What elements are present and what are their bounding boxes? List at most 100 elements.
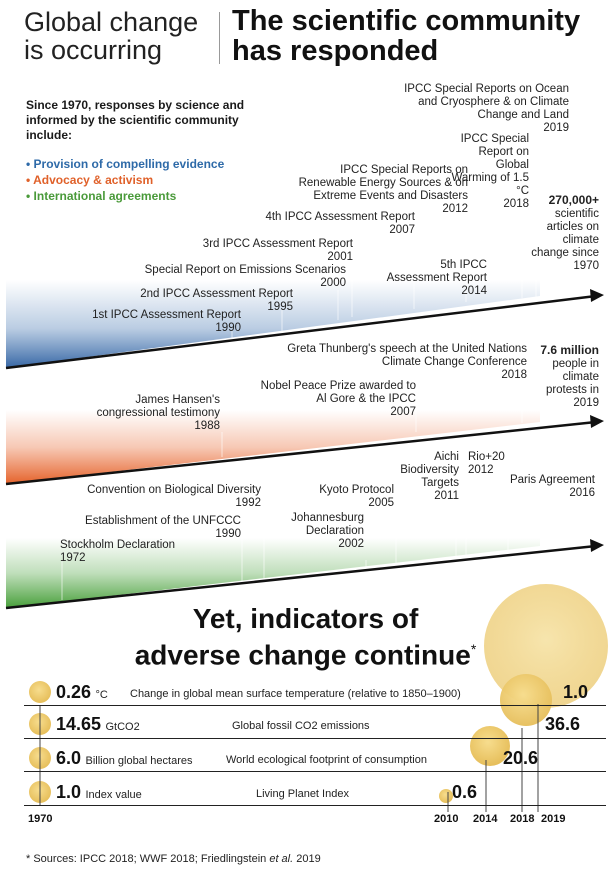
event-name: Kyoto Protocol bbox=[319, 484, 394, 496]
event-paris: Paris Agreement 2016 bbox=[495, 474, 595, 500]
unit: °C bbox=[95, 689, 108, 701]
indicator-co2-label: Global fossil CO2 emissions bbox=[232, 720, 370, 732]
event-name: Johannesburg Declaration bbox=[291, 512, 364, 537]
event-year: 1988 bbox=[194, 420, 220, 432]
start-value: 14.65 bbox=[56, 714, 102, 734]
stat-text: people in climate protests in 2019 bbox=[545, 358, 599, 409]
event-name: Establishment of the UNFCCC bbox=[85, 515, 241, 527]
event-year: 2016 bbox=[569, 487, 595, 499]
row-divider bbox=[24, 805, 606, 806]
event-name: 3rd IPCC Assessment Report bbox=[202, 238, 353, 250]
indicator-co2-start: 14.65 GtCO2 bbox=[56, 714, 140, 735]
event-name: James Hansen's congressional testimony bbox=[96, 394, 220, 419]
event-ipcc-srocc-srccl: IPCC Special Reports on Ocean and Cryosp… bbox=[399, 83, 569, 135]
start-value: 1.0 bbox=[56, 782, 82, 802]
event-year: 2018 bbox=[501, 369, 527, 381]
unit: GtCO2 bbox=[105, 721, 140, 733]
year-label-1970: 1970 bbox=[28, 813, 53, 825]
stat-value: 270,000+ bbox=[548, 193, 599, 207]
event-name: Stockholm Declaration bbox=[60, 539, 176, 551]
row-divider bbox=[24, 771, 606, 772]
year-label-2014: 2014 bbox=[473, 813, 498, 825]
event-name: 5th IPCC Assessment Report bbox=[386, 259, 487, 284]
event-name: Convention on Biological Diversity bbox=[87, 484, 261, 496]
event-thunberg-speech: Greta Thunberg's speech at the United Na… bbox=[287, 343, 527, 382]
event-name: 1st IPCC Assessment Report bbox=[92, 309, 241, 321]
indicators-title-line1: Yet, indicators of bbox=[192, 603, 419, 634]
event-year: 2005 bbox=[368, 497, 394, 509]
year-label-2010: 2010 bbox=[434, 813, 459, 825]
event-name: Aichi Biodiversity Targets bbox=[400, 451, 459, 489]
event-hansen-testimony: James Hansen's congressional testimony 1… bbox=[70, 394, 220, 433]
indicator-temp-end: 1.0 bbox=[563, 682, 589, 702]
bullet-evidence: • Provision of compelling evidence bbox=[26, 157, 225, 171]
event-year: 2007 bbox=[390, 406, 416, 418]
event-year: 1995 bbox=[267, 301, 293, 313]
event-year: 2018 bbox=[503, 198, 529, 210]
event-year: 2014 bbox=[461, 285, 487, 297]
year-label-2018: 2018 bbox=[510, 813, 535, 825]
event-name: Nobel Peace Prize awarded to Al Gore & t… bbox=[260, 380, 416, 405]
event-year: 2001 bbox=[327, 251, 353, 263]
bubble-start-temp bbox=[29, 681, 51, 703]
event-cbd: Convention on Biological Diversity 1992 bbox=[51, 484, 261, 510]
bubble-end-footprint bbox=[470, 726, 510, 766]
sources-footnote: * Sources: IPCC 2018; WWF 2018; Friedlin… bbox=[26, 853, 321, 865]
event-name: Special Report on Emissions Scenarios bbox=[144, 264, 346, 276]
event-name: IPCC Special Report on Global Warming of… bbox=[451, 133, 529, 197]
indicators-title: Yet, indicators of adverse change contin… bbox=[0, 604, 611, 670]
indicator-temp-label: Change in global mean surface temperatur… bbox=[130, 688, 461, 700]
event-aichi: Aichi Biodiversity Targets 2011 bbox=[389, 451, 459, 503]
event-johannesburg: Johannesburg Declaration 2002 bbox=[274, 512, 364, 551]
source-etal: et al. bbox=[269, 853, 294, 865]
title-left-line2: is occurring bbox=[24, 35, 163, 65]
event-year: 2000 bbox=[320, 277, 346, 289]
intro-text: Since 1970, responses by science and inf… bbox=[26, 98, 245, 142]
bubble-end-temp bbox=[500, 674, 552, 726]
event-name: Greta Thunberg's speech at the United Na… bbox=[287, 343, 527, 368]
indicator-lpi-label: Living Planet Index bbox=[256, 788, 349, 800]
event-name: Rio+20 bbox=[468, 451, 505, 463]
event-year: 2019 bbox=[543, 122, 569, 134]
advocacy-band bbox=[6, 410, 540, 484]
source-text: * Sources: IPCC 2018; WWF 2018; Friedlin… bbox=[26, 853, 270, 865]
agreements-band bbox=[6, 538, 540, 608]
title-left-line1: Global change bbox=[24, 7, 199, 37]
bullet-agreements: • International agreements bbox=[26, 189, 177, 203]
indicator-lpi-end: 0.6 bbox=[452, 782, 478, 802]
science-arrow bbox=[5, 294, 597, 370]
start-value: 6.0 bbox=[56, 748, 82, 768]
event-ipcc-ar2: 2nd IPCC Assessment Report 1995 bbox=[73, 288, 293, 314]
title-right-line1: The scientific community bbox=[232, 5, 581, 37]
science-stat: 270,000+ scientific articles on climate … bbox=[529, 194, 599, 273]
event-year: 1992 bbox=[235, 497, 261, 509]
event-ipcc-sr15: IPCC Special Report on Global Warming of… bbox=[451, 133, 529, 211]
event-year: 2012 bbox=[442, 203, 468, 215]
event-name: IPCC Special Reports on Ocean and Cryosp… bbox=[404, 83, 569, 121]
bubble-end-lpi bbox=[439, 789, 453, 803]
event-rio20: Rio+20 2012 bbox=[468, 451, 528, 477]
start-value: 0.26 bbox=[56, 682, 92, 702]
event-name: IPCC Special Reports on Renewable Energy… bbox=[298, 164, 468, 202]
event-year: 1990 bbox=[215, 322, 241, 334]
event-year: 1990 bbox=[215, 528, 241, 540]
indicators-title-line2: adverse change continue bbox=[134, 639, 471, 671]
event-name: Paris Agreement bbox=[509, 474, 595, 486]
event-stockholm: Stockholm Declaration 1972 bbox=[60, 539, 220, 565]
stat-text: scientific articles on climate change si… bbox=[531, 208, 599, 272]
indicators-title-footnote-mark: * bbox=[470, 641, 477, 657]
indicator-footprint-label: World ecological footprint of consumptio… bbox=[226, 754, 427, 766]
year-label-2019: 2019 bbox=[541, 813, 566, 825]
title-global-change: Global change is occurring bbox=[24, 8, 198, 64]
event-nobel-gore-ipcc: Nobel Peace Prize awarded to Al Gore & t… bbox=[256, 380, 416, 419]
event-ipcc-ar4: 4th IPCC Assessment Report 2007 bbox=[195, 211, 415, 237]
event-name: 4th IPCC Assessment Report bbox=[265, 211, 415, 223]
event-ipcc-ar5: 5th IPCC Assessment Report 2014 bbox=[377, 259, 487, 298]
title-right-line2: has responded bbox=[232, 35, 439, 67]
indicator-footprint-end: 20.6 bbox=[503, 748, 539, 768]
event-year: 2007 bbox=[389, 224, 415, 236]
unit: Index value bbox=[85, 789, 142, 801]
row-divider bbox=[24, 738, 606, 739]
event-year: 2012 bbox=[468, 464, 494, 476]
